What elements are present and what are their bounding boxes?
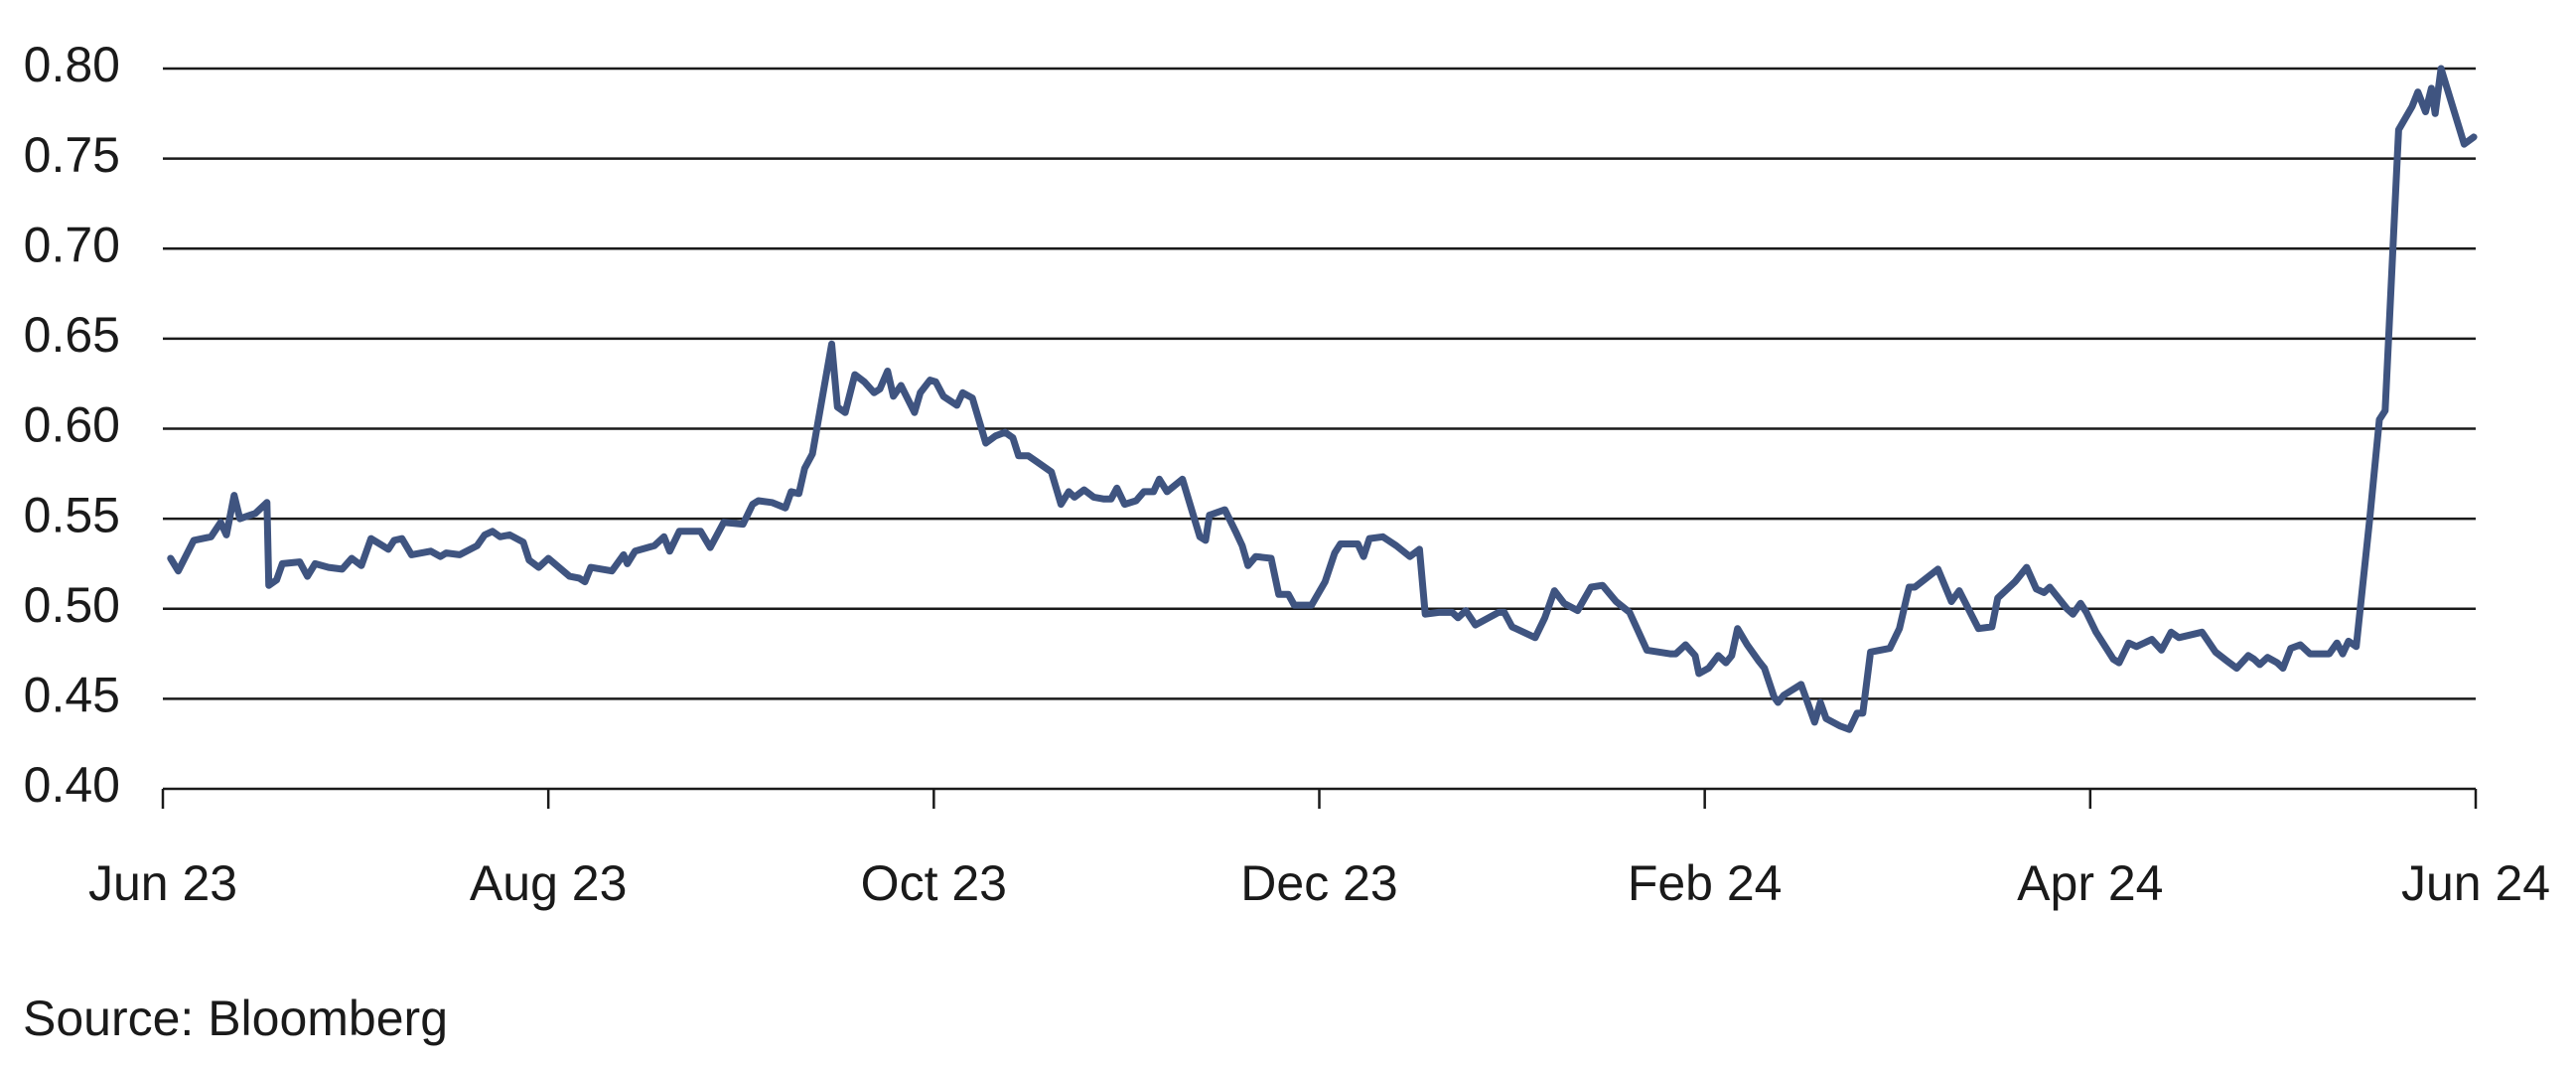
y-tick-label: 0.70	[24, 217, 120, 272]
y-tick-label: 0.50	[24, 577, 120, 633]
y-tick-label: 0.55	[24, 487, 120, 542]
x-tick-label: Feb 24	[1628, 855, 1783, 911]
y-tick-label: 0.65	[24, 307, 120, 363]
x-tick-label: Oct 23	[861, 855, 1007, 911]
x-tick-label: Jun 24	[2401, 855, 2550, 911]
x-tick-label: Aug 23	[470, 855, 627, 911]
source-note: Source: Bloomberg	[23, 991, 448, 1046]
y-tick-label: 0.60	[24, 397, 120, 453]
y-tick-label: 0.40	[24, 757, 120, 813]
x-tick-label: Apr 24	[2017, 855, 2163, 911]
y-tick-label: 0.75	[24, 127, 120, 183]
x-tick-label: Jun 23	[88, 855, 237, 911]
y-tick-label: 0.45	[24, 668, 120, 723]
data-line	[167, 65, 2478, 733]
y-tick-label: 0.80	[24, 37, 120, 92]
x-tick-label: Dec 23	[1240, 855, 1397, 911]
